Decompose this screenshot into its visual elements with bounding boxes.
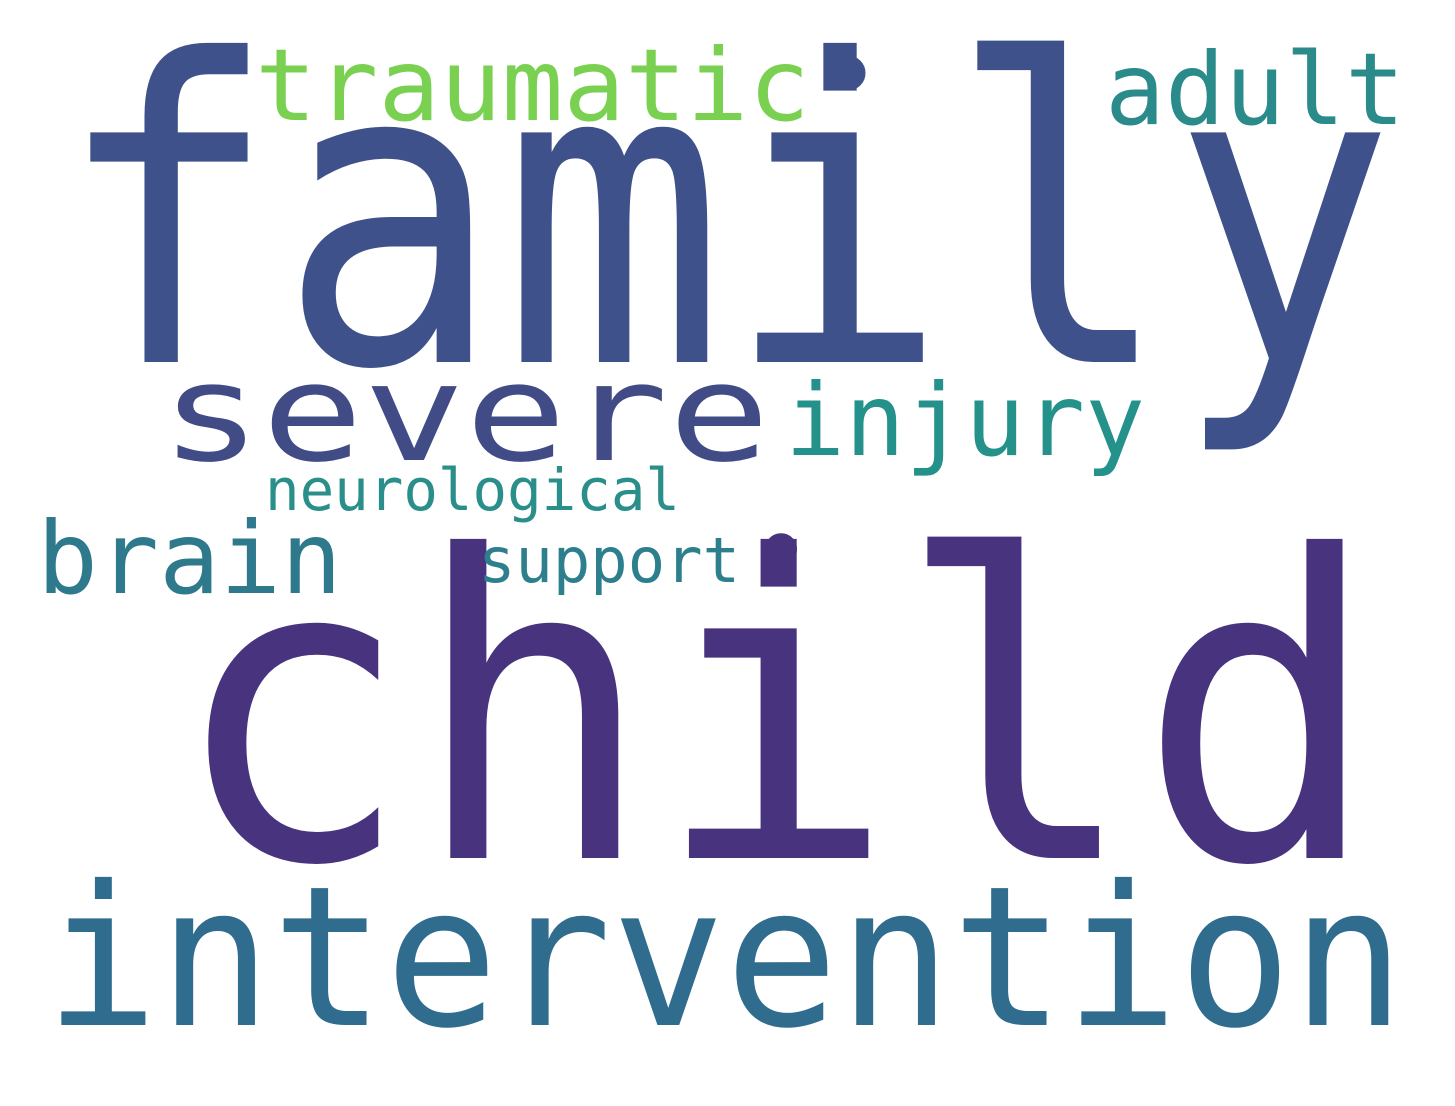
word-traumatic: traumatic — [255, 27, 810, 144]
word-support: support — [478, 524, 740, 597]
word-brain: brain — [37, 500, 342, 617]
word-injury: injury — [785, 362, 1145, 479]
word-intervention: intervention — [45, 844, 1405, 1071]
word-child: child — [170, 469, 1380, 958]
word-dot-lower: • — [748, 488, 814, 616]
word-adult: adult — [1105, 31, 1405, 148]
word-neurological: neurological — [265, 456, 680, 524]
word-dot-upper: • — [812, 8, 884, 147]
word-family: family — [55, 0, 1395, 462]
word-severe: severe — [160, 335, 770, 492]
